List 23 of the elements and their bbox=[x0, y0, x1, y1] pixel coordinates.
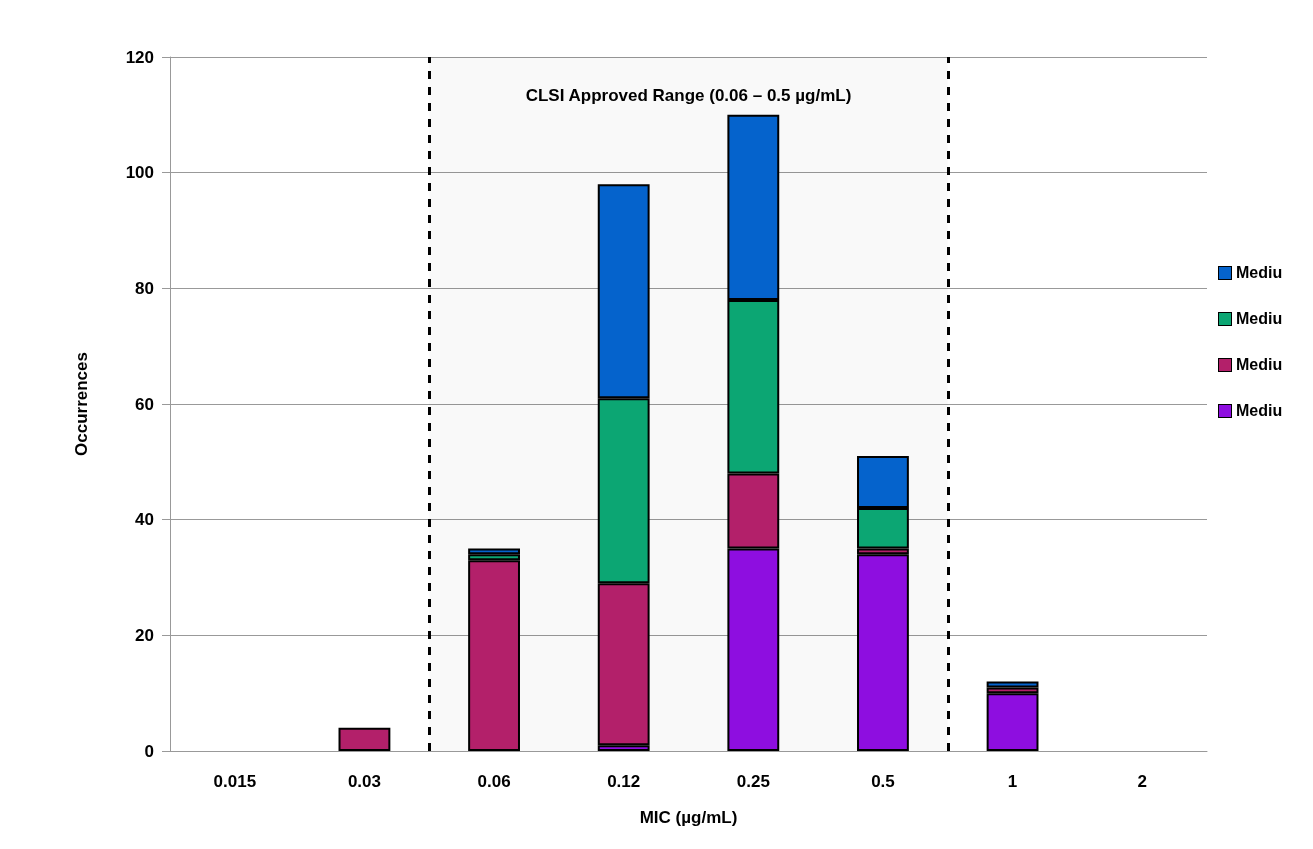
legend-label: Mediu bbox=[1236, 310, 1283, 328]
legend-label: Mediu bbox=[1236, 356, 1283, 374]
x-tick-label: 1 bbox=[1007, 772, 1018, 791]
y-tick-label: 80 bbox=[135, 278, 154, 298]
y-tick-label: 60 bbox=[135, 394, 154, 414]
x-tick-label: 0.015 bbox=[213, 772, 257, 791]
x-tick-label: 0.25 bbox=[736, 772, 770, 791]
y-axis-title: Occurrences bbox=[72, 352, 91, 456]
x-axis-title: MIC (µg/mL) bbox=[639, 808, 738, 827]
y-tick-label: 20 bbox=[135, 625, 154, 645]
x-tick-label: 0.12 bbox=[607, 772, 641, 791]
y-tick-label: 40 bbox=[135, 510, 154, 530]
band-label: CLSI Approved Range (0.06 – 0.5 µg/mL) bbox=[525, 86, 852, 105]
y-tick-label: 0 bbox=[144, 741, 154, 761]
x-tick-label: 0.06 bbox=[477, 772, 511, 791]
bar bbox=[338, 727, 391, 751]
x-tick-label: 2 bbox=[1137, 772, 1147, 791]
x-tick-label: 0.5 bbox=[871, 772, 895, 791]
x-tick-label: 0.03 bbox=[347, 772, 381, 791]
y-tick-label: 120 bbox=[125, 47, 154, 67]
y-tick-label: 100 bbox=[125, 163, 154, 183]
legend-label: Mediu bbox=[1236, 264, 1283, 282]
legend-label: Mediu bbox=[1236, 402, 1283, 420]
